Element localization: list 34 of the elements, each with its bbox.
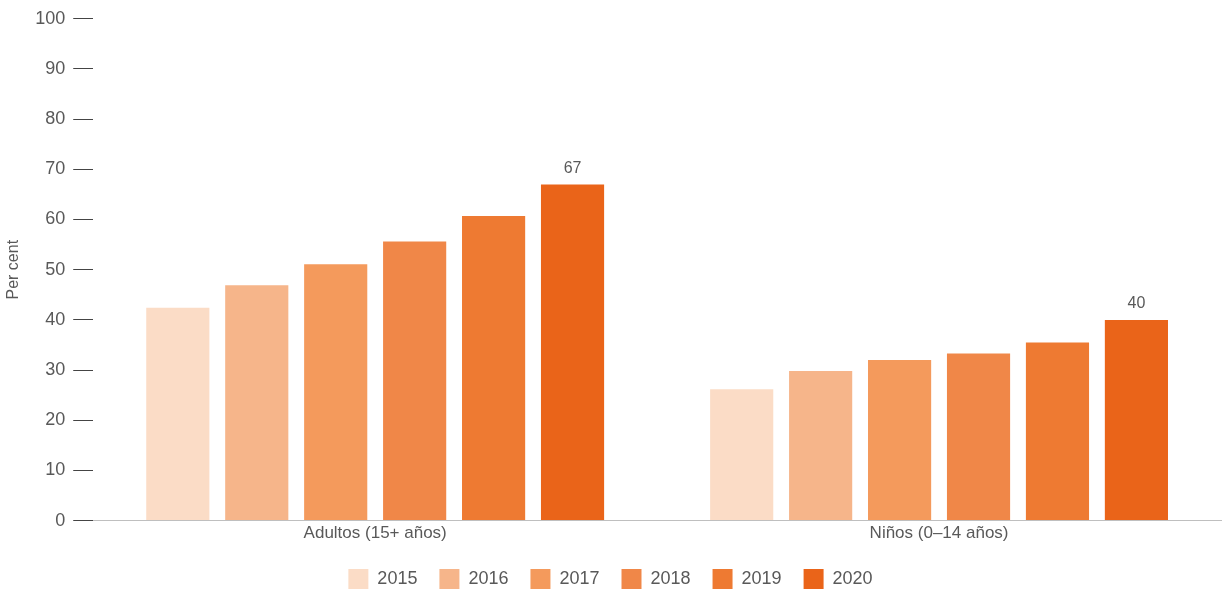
x-tick-label: Niños (0–14 años) (869, 523, 1009, 543)
legend-label: 2017 (559, 567, 600, 588)
y-tick-label: 100 (35, 7, 66, 28)
y-tick-label: 90 (45, 57, 66, 78)
legend-label: 2020 (832, 567, 873, 588)
y-tick-label: 0 (55, 509, 66, 530)
y-tick-label: 10 (45, 459, 66, 480)
legend-label: 2018 (650, 567, 691, 588)
y-tick-label: 80 (45, 108, 66, 129)
bar (1104, 319, 1168, 521)
legend-label: 2016 (468, 567, 509, 588)
bar (868, 360, 932, 521)
bar (710, 389, 774, 521)
x-tick-label: Adultos (15+ años) (303, 523, 447, 543)
bar (946, 353, 1011, 521)
y-tick-label: 20 (45, 409, 66, 430)
bar (304, 264, 368, 521)
bar (383, 241, 447, 521)
data-label: 40 (1127, 294, 1146, 312)
data-label: 67 (563, 158, 582, 176)
bar (789, 371, 853, 521)
y-tick-label: 70 (45, 158, 66, 179)
y-tick-label: 30 (45, 359, 66, 380)
legend-label: 2015 (377, 567, 418, 588)
legend-label: 2019 (741, 567, 782, 588)
bar (225, 285, 289, 521)
y-tick-label: 60 (45, 208, 66, 229)
bar (462, 216, 526, 521)
bar (146, 307, 210, 521)
bar (1025, 342, 1090, 521)
bar (540, 184, 605, 521)
y-tick-label: 40 (45, 308, 66, 329)
y-tick-label: 50 (45, 258, 66, 279)
y-axis-title: Per cent (4, 239, 22, 300)
